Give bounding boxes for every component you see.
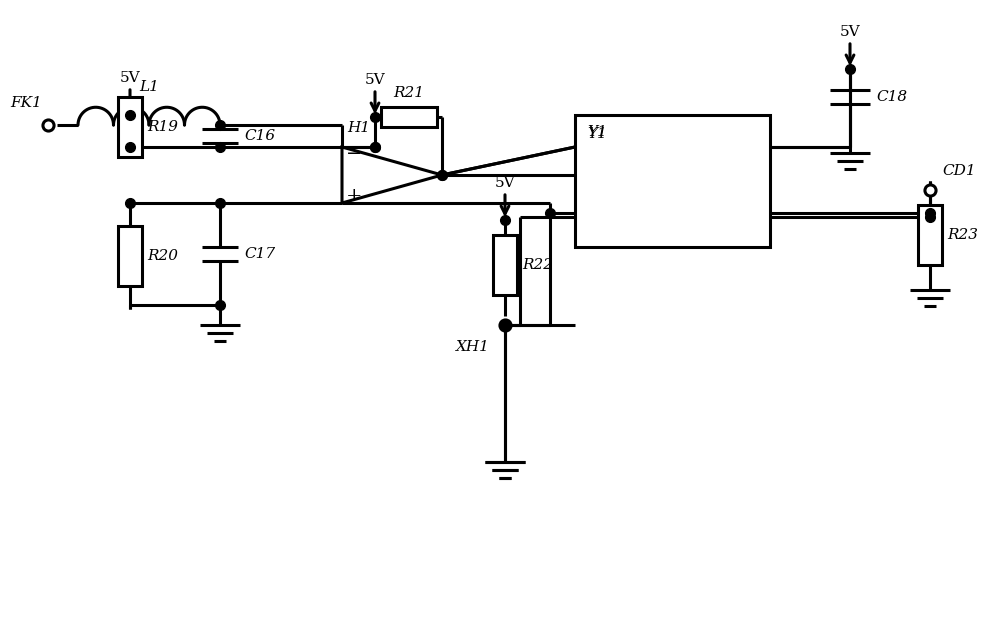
Text: Y1: Y1: [587, 125, 607, 139]
Text: 5V: 5V: [495, 176, 515, 190]
Text: L1: L1: [139, 80, 159, 94]
Text: −: −: [346, 145, 362, 163]
Text: H1: H1: [347, 121, 370, 135]
Text: XH1: XH1: [456, 340, 490, 354]
Text: CD1: CD1: [942, 164, 976, 178]
Text: 5V: 5V: [840, 25, 860, 39]
Bar: [380, 107, 437, 127]
Text: R19: R19: [147, 120, 178, 134]
Text: R22: R22: [522, 258, 553, 272]
Bar: [918, 205, 942, 265]
Text: 5V: 5V: [120, 71, 140, 85]
Text: R21: R21: [393, 86, 424, 100]
Text: C18: C18: [876, 90, 907, 104]
Text: FK1: FK1: [10, 96, 42, 110]
Text: C17: C17: [244, 247, 275, 261]
Text: R20: R20: [147, 249, 178, 263]
Bar: [575, 115, 770, 247]
Bar: [493, 235, 517, 295]
Bar: [118, 226, 142, 286]
Text: +: +: [346, 187, 362, 205]
Text: R23: R23: [947, 228, 978, 242]
Text: C16: C16: [244, 129, 275, 143]
Bar: [118, 97, 142, 157]
Text: 5V: 5V: [365, 73, 385, 87]
Text: Y1: Y1: [587, 127, 607, 141]
